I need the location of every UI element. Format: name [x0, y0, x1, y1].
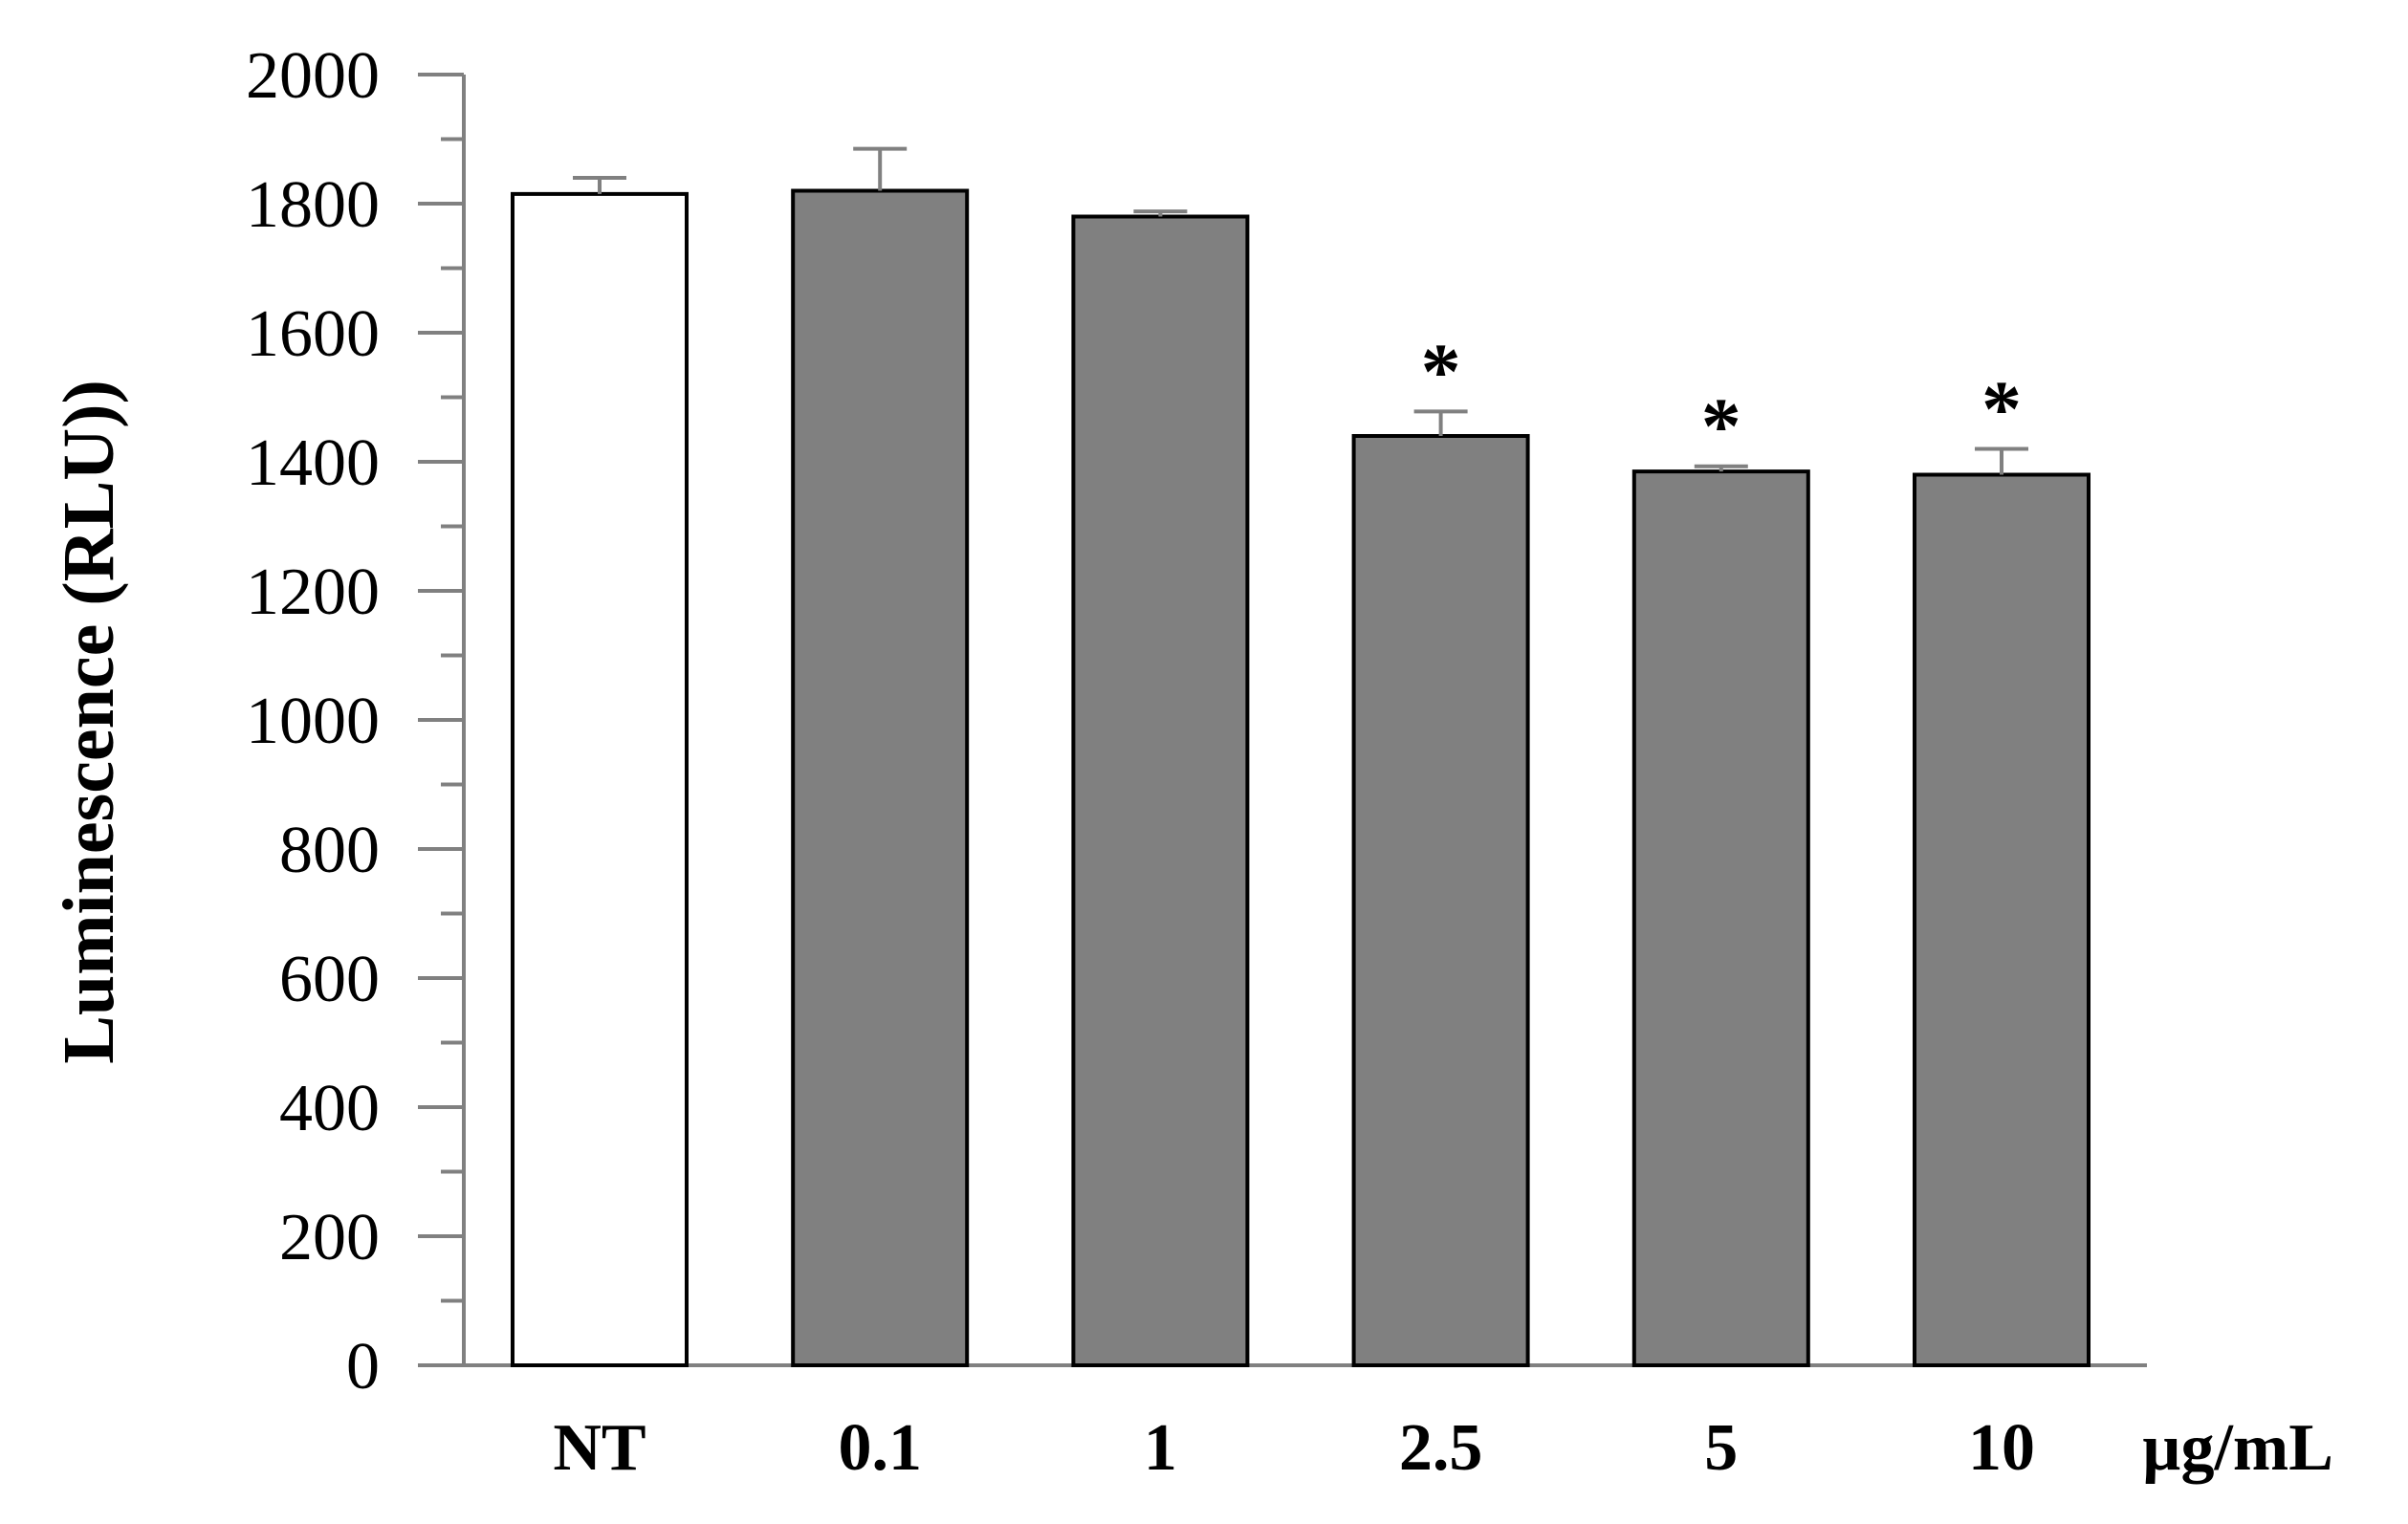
bar: [791, 188, 970, 1367]
y-tick-label: 0: [346, 1330, 380, 1404]
bar: [1351, 434, 1530, 1367]
significance-star: *: [1981, 365, 2022, 454]
bars: [511, 188, 2091, 1367]
bar: [1071, 214, 1250, 1367]
significance-star: *: [1421, 327, 1461, 416]
x-tick-labels: NT 0.1 1 2.5 5 10: [553, 1411, 2035, 1485]
y-tick-label: 1000: [246, 685, 380, 758]
y-axis-label-group: Luminescence (RLU)): [49, 380, 129, 1064]
y-tick-label: 200: [279, 1201, 380, 1274]
y-tick-label: 800: [279, 814, 380, 887]
y-tick-label: 1600: [246, 297, 380, 371]
x-tick-label: 5: [1704, 1411, 1738, 1485]
bar: [1631, 469, 1810, 1367]
bar: [511, 191, 689, 1367]
y-tick-label: 1800: [246, 168, 380, 242]
x-tick-label: NT: [553, 1411, 646, 1485]
x-tick-label: 0.1: [838, 1411, 922, 1485]
y-tick-label: 1400: [246, 426, 380, 500]
y-tick-label: 2000: [246, 39, 380, 113]
bar: [1913, 472, 2091, 1367]
y-tick-labels: 0 200 400 600 800 1000 1200 1400 1600 1800 2000: [246, 39, 380, 1404]
axes: [418, 73, 2147, 1367]
x-unit-label: µg/mL: [2142, 1411, 2333, 1485]
y-tick-label: 600: [279, 943, 380, 1016]
x-tick-label: 2.5: [1399, 1411, 1483, 1485]
error-bars: [573, 146, 2028, 475]
significance-star: *: [1701, 382, 1741, 471]
x-tick-label: 1: [1144, 1411, 1177, 1485]
x-tick-label: 10: [1968, 1411, 2035, 1485]
y-tick-label: 1200: [246, 555, 380, 629]
y-axis-label: Luminescence (RLU)): [49, 380, 129, 1064]
y-tick-label: 400: [279, 1072, 380, 1145]
significance-markers: * * *: [1421, 327, 2022, 470]
